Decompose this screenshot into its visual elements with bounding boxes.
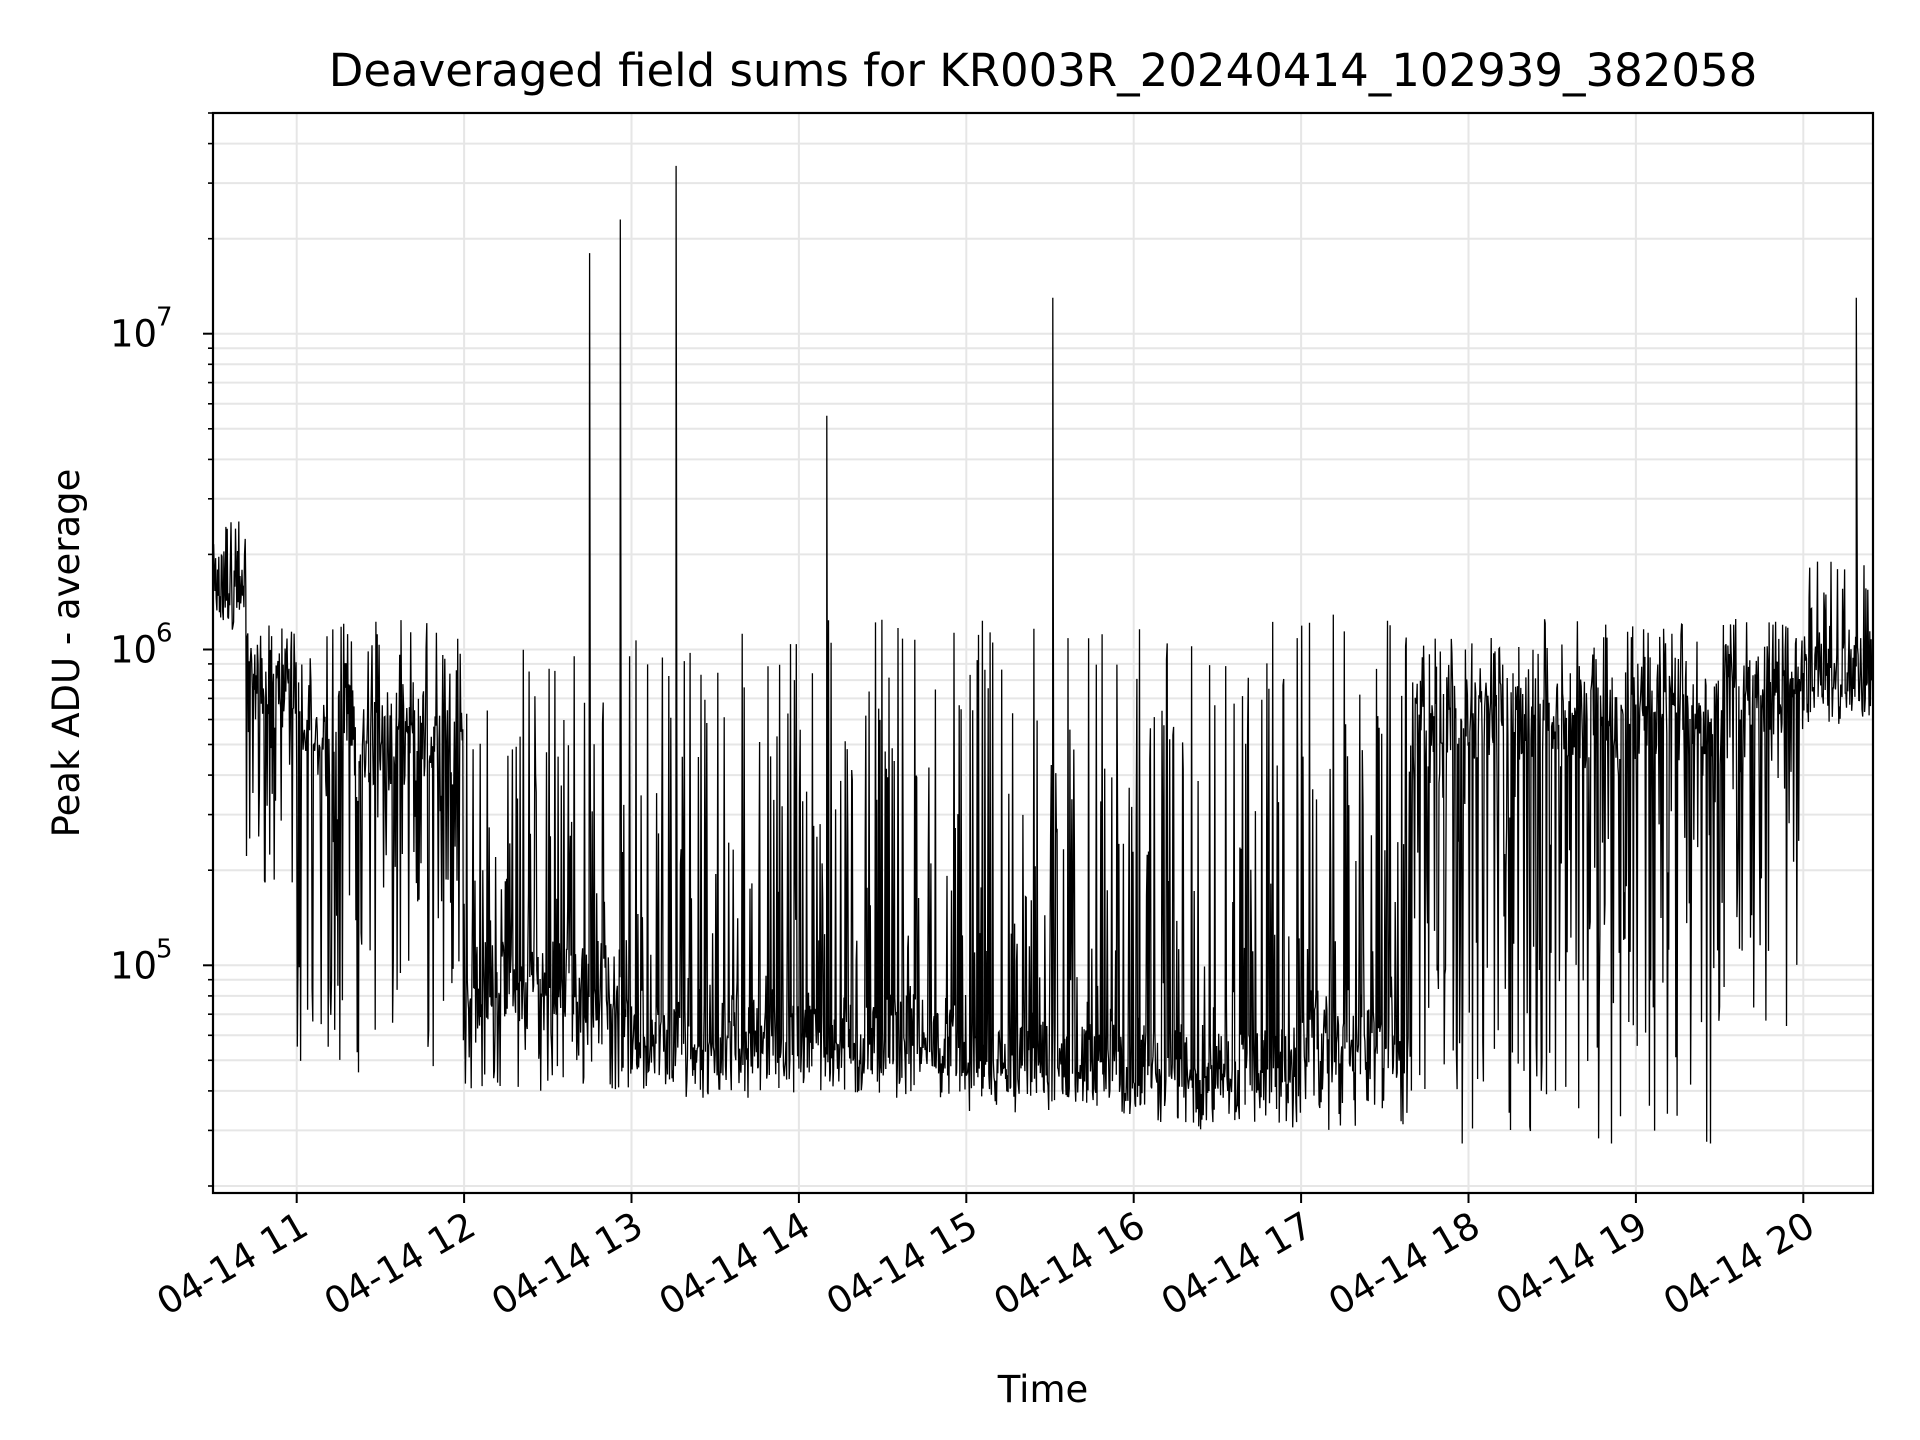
y-tick-label: 105 — [110, 934, 173, 987]
y-tick-base: 10 — [110, 313, 157, 356]
x-axis-label: Time — [997, 1368, 1089, 1411]
series-line — [212, 165, 1874, 1144]
y-tick-base: 10 — [110, 629, 157, 672]
y-tick-exponent: 6 — [156, 619, 173, 649]
y-tick-label: 106 — [110, 619, 173, 672]
plot-frame — [211, 111, 1875, 1195]
y-tick-label: 107 — [110, 303, 173, 356]
data-layer — [212, 165, 1874, 1144]
y-tick-exponent: 7 — [156, 303, 173, 333]
y-axis-label: Peak ADU - average — [45, 469, 88, 838]
y-tick-exponent: 5 — [156, 934, 173, 964]
y-tick-base: 10 — [110, 944, 157, 987]
chart-title: Deaveraged field sums for KR003R_2024041… — [329, 44, 1758, 97]
